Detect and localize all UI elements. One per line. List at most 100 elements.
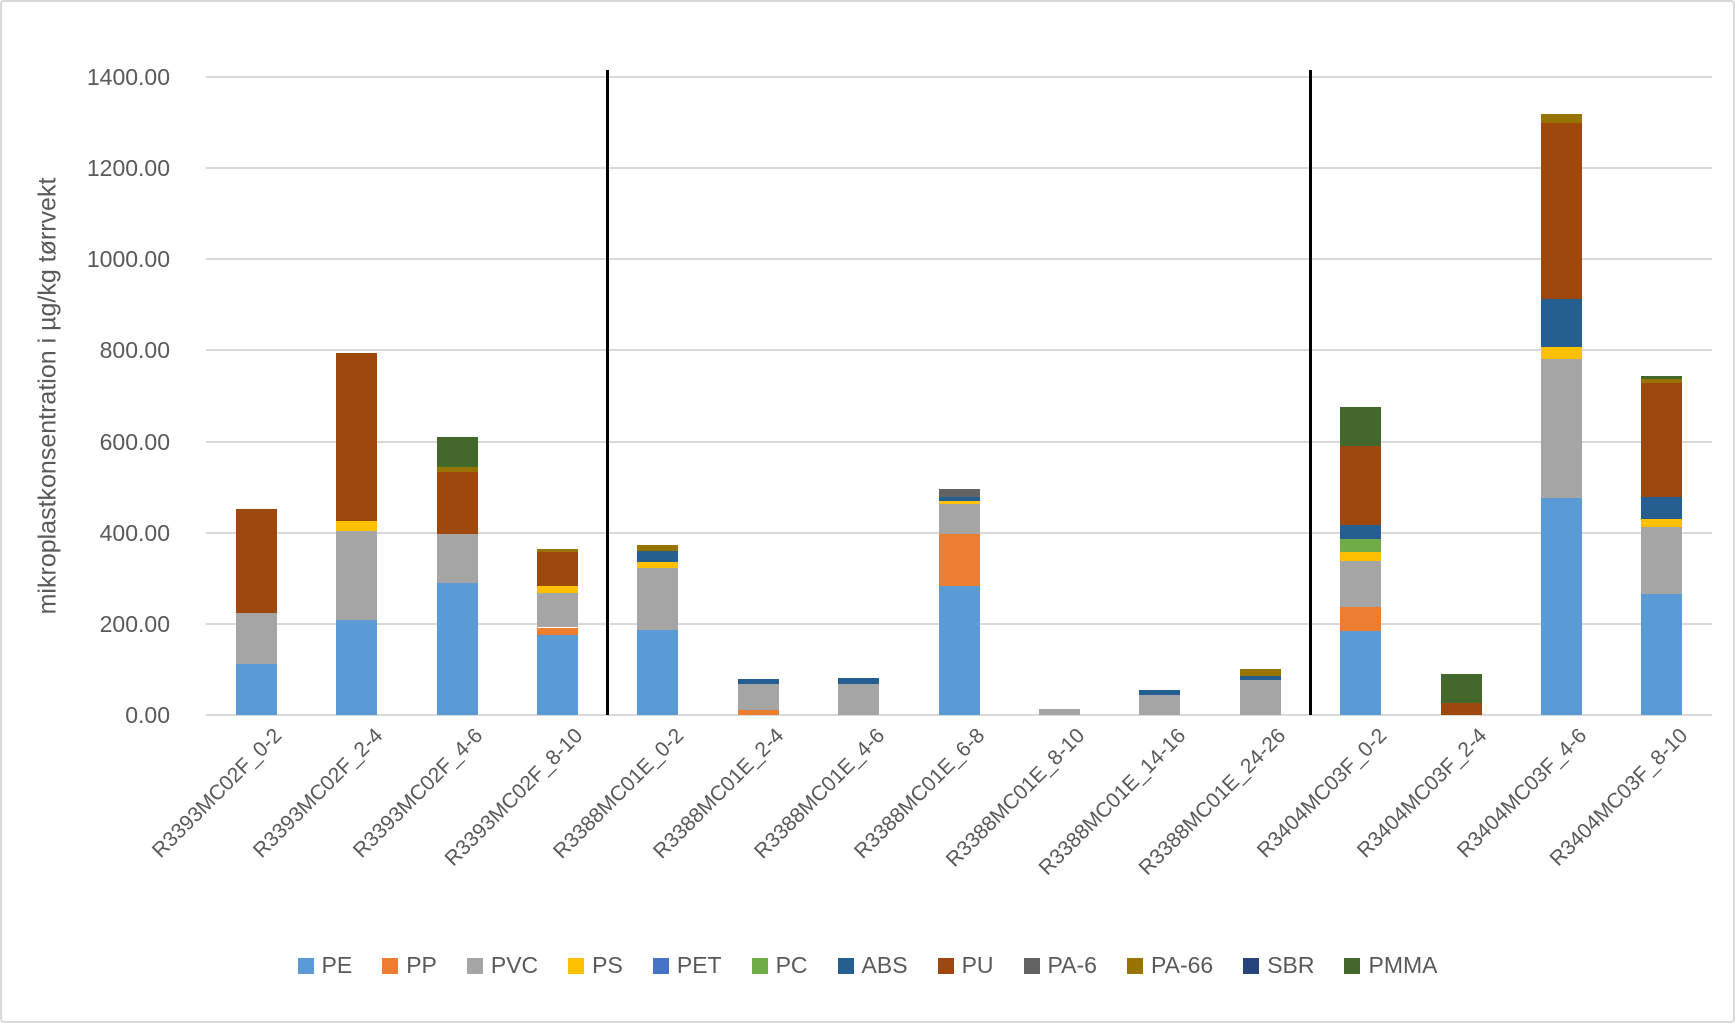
legend-label: PE [321, 952, 353, 978]
bar-segment-pvc-R3393MC02F_2-4 [336, 531, 378, 621]
legend-label: PS [592, 952, 623, 978]
bar-segment-ps-R3404MC03F_8-10 [1641, 519, 1683, 527]
legend-swatch-icon [297, 957, 314, 974]
bar-segment-pe-R3388MC01E_6-8 [938, 585, 980, 715]
bar-segment-ps-R3404MC03F_4-6 [1540, 346, 1582, 359]
bar-segment-abs-R3388MC01E_0-2 [637, 551, 679, 562]
bar-segment-pvc-R3388MC01E_6-8 [938, 504, 980, 535]
gridline [206, 76, 1712, 78]
legend-item-ps: PS [568, 952, 623, 979]
group-divider-line [1308, 70, 1312, 715]
bar-segment-pe-R3393MC02F_0-2 [235, 663, 277, 715]
bar-segment-pu-R3393MC02F_8-10 [536, 552, 578, 587]
legend-swatch-icon [382, 957, 399, 974]
bar-segment-pvc-R3404MC03F_0-2 [1340, 560, 1382, 607]
legend-item-pa-66: PA-66 [1126, 952, 1214, 979]
bar-segment-pvc-R3404MC03F_8-10 [1641, 526, 1683, 594]
bar-segment-pvc-R3388MC01E_8-10 [1038, 708, 1080, 715]
bar-segment-pe-R3393MC02F_8-10 [536, 635, 578, 715]
y-tick-label: 1200.00 [86, 155, 170, 182]
bar-segment-pc-R3404MC03F_0-2 [1340, 539, 1382, 552]
bar-segment-pe-R3404MC03F_0-2 [1340, 631, 1382, 715]
legend-swatch-icon [568, 957, 585, 974]
bar-segment-pvc-R3388MC01E_4-6 [838, 683, 880, 715]
legend-label: PMMA [1368, 952, 1438, 978]
bar-segment-ps-R3388MC01E_0-2 [637, 561, 679, 569]
legend-label: PVC [490, 952, 539, 978]
legend-item-abs: ABS [837, 952, 908, 979]
bar-segment-pmma-R3404MC03F_8-10 [1641, 375, 1683, 380]
legend-swatch-icon [937, 957, 954, 974]
legend-label: PP [406, 952, 437, 978]
bar-segment-abs-R3404MC03F_0-2 [1340, 525, 1382, 540]
bar-segment-abs-R3388MC01E_4-6 [838, 677, 880, 684]
bar-segment-abs-R3404MC03F_8-10 [1641, 496, 1683, 520]
bar-segment-pvc-R3393MC02F_0-2 [235, 612, 277, 664]
group-divider-line [606, 70, 610, 715]
bar-segment-pu-R3393MC02F_2-4 [336, 352, 378, 522]
bar-segment-pvc-R3393MC02F_4-6 [436, 533, 478, 584]
bar-segment-ps-R3393MC02F_2-4 [336, 521, 378, 532]
legend-label: ABS [861, 952, 908, 978]
legend-swatch-icon [466, 957, 483, 974]
legend-item-pc: PC [751, 952, 808, 979]
bar-segment-pp-R3393MC02F_8-10 [536, 627, 578, 636]
bar-segment-pu-R3404MC03F_8-10 [1641, 383, 1683, 497]
bar-segment-pp-R3404MC03F_0-2 [1340, 606, 1382, 632]
bar-segment-pu-R3404MC03F_0-2 [1340, 445, 1382, 526]
gridline [206, 258, 1712, 261]
bar-segment-pvc-R3404MC03F_4-6 [1540, 358, 1582, 498]
bar-segment-pu-R3404MC03F_4-6 [1540, 122, 1582, 299]
bar-segment-abs-R3388MC01E_2-4 [737, 678, 779, 684]
legend-label: PC [775, 952, 808, 978]
bar-segment-abs-R3388MC01E_6-8 [938, 496, 980, 501]
bar-segment-pa-66-R3404MC03F_8-10 [1641, 379, 1683, 384]
legend-swatch-icon [652, 957, 669, 974]
bar-segment-pe-R3404MC03F_4-6 [1540, 497, 1582, 715]
y-tick-label: 600.00 [99, 428, 170, 455]
legend-label: SBR [1267, 952, 1315, 978]
bar-segment-pa-66-R3404MC03F_4-6 [1540, 114, 1582, 123]
bar-segment-abs-R3388MC01E_14-16 [1139, 689, 1181, 695]
gridline [206, 714, 1712, 716]
legend-label: PA-66 [1150, 952, 1214, 978]
bar-segment-ps-R3404MC03F_0-2 [1340, 551, 1382, 561]
legend-swatch-icon [1126, 957, 1143, 974]
y-tick-label: 1000.00 [86, 246, 170, 273]
bar-segment-abs-R3404MC03F_4-6 [1540, 298, 1582, 347]
legend-swatch-icon [751, 957, 768, 974]
legend-item-pp: PP [382, 952, 437, 979]
bar-segment-ps-R3388MC01E_6-8 [938, 500, 980, 505]
bar-segment-pe-R3404MC03F_8-10 [1641, 593, 1683, 715]
bar-segment-pvc-R3388MC01E_24-26 [1239, 679, 1281, 715]
legend-item-pa-6: PA-6 [1023, 952, 1097, 979]
legend-item-pu: PU [937, 952, 994, 979]
y-tick-label: 200.00 [99, 610, 170, 637]
bar-segment-pe-R3388MC01E_0-2 [637, 629, 679, 715]
bar-segment-pvc-R3393MC02F_8-10 [536, 593, 578, 628]
bar-segment-abs-R3388MC01E_24-26 [1239, 675, 1281, 680]
y-tick-label: 400.00 [99, 519, 170, 546]
bar-segment-pvc-R3388MC01E_2-4 [737, 684, 779, 711]
legend-item-pvc: PVC [466, 952, 539, 979]
legend-item-sbr: SBR [1243, 952, 1314, 979]
legend: PE PP PVC PS PET PC ABS PU PA-6 PA-66 SBR PMMA [2, 952, 1733, 979]
legend-label: PU [961, 952, 994, 978]
legend-swatch-icon [1243, 957, 1260, 974]
bar-segment-pu-R3393MC02F_4-6 [436, 472, 478, 534]
gridline [206, 349, 1712, 352]
bar-segment-pa-66-R3388MC01E_0-2 [637, 545, 679, 552]
bar-segment-pa-66-R3393MC02F_8-10 [536, 548, 578, 553]
bar-segment-pa-66-R3388MC01E_24-26 [1239, 668, 1281, 676]
legend-swatch-icon [837, 957, 854, 974]
legend-swatch-icon [1344, 957, 1361, 974]
y-tick-label: 1400.00 [86, 64, 170, 90]
legend-item-pet: PET [652, 952, 722, 979]
bar-segment-pp-R3388MC01E_6-8 [938, 534, 980, 586]
bar-segment-pvc-R3388MC01E_14-16 [1139, 694, 1181, 715]
bar-segment-pa-66-R3393MC02F_4-6 [436, 467, 478, 473]
bar-segment-pe-R3393MC02F_2-4 [336, 620, 378, 715]
bar-segment-pu-R3393MC02F_0-2 [235, 509, 277, 613]
y-tick-label: 800.00 [99, 337, 170, 364]
